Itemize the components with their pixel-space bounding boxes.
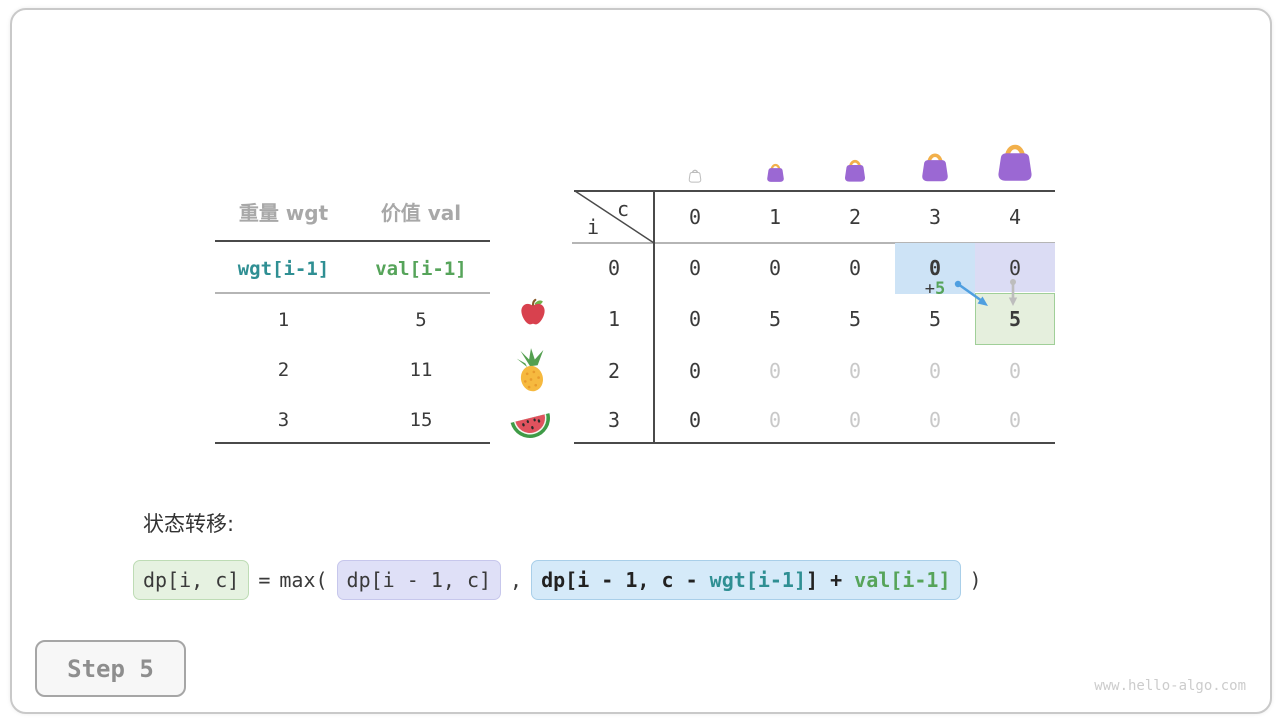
item-row-value: 11 [409,359,433,381]
dp-row-header: 3 [607,407,621,432]
dp-table-top-rule [574,190,1055,192]
item-row-value: 5 [415,309,427,331]
formula-arg2: dp[i - 1, c - wgt[i-1]] + val[i-1] [531,560,961,600]
dp-cell: 0 [688,307,702,331]
corner-col-var: c [616,197,630,221]
dp-cell: 0 [688,359,702,383]
item-table-header-value: 价值 val [380,200,462,225]
item-table-index-wgt: wgt[i-1] [237,258,330,280]
dp-cell-unfilled: 0 [928,359,942,383]
item-table-header-rule [215,240,490,242]
dp-cell-source: 0 [1008,256,1022,280]
item-table-mid-rule [215,292,490,294]
transition-annotation: +5 [912,279,958,299]
corner-diagonal-line [575,191,654,243]
formula-arg1: dp[i - 1, c] [336,560,502,600]
dp-col-header: 2 [848,204,862,229]
dp-col-header: 3 [928,204,942,229]
dp-cell-unfilled: 0 [768,359,782,383]
dp-row-header: 0 [607,256,621,280]
watermark: www.hello-algo.com [1094,678,1246,694]
dp-cell: 5 [768,307,782,331]
dp-cell-unfilled: 0 [1008,407,1022,432]
formula-max-open: max( [279,568,328,592]
bag-icon-3 [922,153,948,182]
dp-col-header: 1 [768,204,782,229]
dp-cell-target: 5 [1008,307,1022,331]
bag-icon-1 [767,163,784,182]
apple-icon [521,298,545,325]
dp-cell: 0 [768,256,782,280]
item-table-bottom-rule [215,442,490,444]
corner-row-var: i [586,215,600,239]
bag-icon-4 [998,144,1032,181]
formula-arg2-val: val[i-1] [854,568,951,592]
bag-icon-2 [845,159,865,182]
dp-cell-unfilled: 0 [928,407,942,432]
dp-table-vertical-rule [653,190,655,444]
formula-arg2-mid: ] + [806,568,855,592]
dp-cell: 5 [848,307,862,331]
bag-icon-0 [688,169,702,183]
formula-comma: , [510,568,523,592]
dp-cell-source: 0 [928,256,942,280]
formula-lhs: dp[i, c] [133,560,250,600]
transition-label: 状态转移: [143,512,235,536]
dp-col-header: 0 [688,204,702,229]
formula-equals: = [258,568,271,592]
dp-cell-unfilled: 0 [768,407,782,432]
dp-table-bottom-rule [574,442,1055,444]
dp-cell-unfilled: 0 [848,407,862,432]
item-row-weight: 3 [277,409,290,431]
item-table-index-val: val[i-1] [375,258,467,280]
dp-cell-unfilled: 0 [848,359,862,383]
formula-arg2-prefix: dp[i - 1, c - [541,568,710,592]
step-button[interactable]: Step 5 [35,640,186,697]
dp-col-header: 4 [1008,204,1022,229]
pineapple-icon [516,348,544,392]
dp-cell-unfilled: 0 [1008,359,1022,383]
item-row-value: 15 [409,409,433,431]
dp-table-header-rule [572,242,1055,244]
formula-arg2-wgt: wgt[i-1] [709,568,806,592]
dp-cell: 0 [688,256,702,280]
formula-close: ) [969,568,982,592]
dp-cell: 0 [848,256,862,280]
item-row-weight: 2 [277,359,290,381]
dp-cell: 5 [928,307,942,331]
gray-down-arrow-icon [1008,279,1018,306]
dp-cell: 0 [688,407,702,432]
item-row-weight: 1 [277,309,290,331]
dp-row-header: 1 [607,307,621,331]
dp-row-header: 2 [607,359,621,383]
watermelon-icon [510,413,550,438]
annotation-value: 5 [935,279,946,299]
blue-diagonal-arrow-icon [954,280,988,306]
item-table-header-weight: 重量 wgt [238,200,329,225]
transition-formula: dp[i, c] = max( dp[i - 1, c] , dp[i - 1,… [133,558,982,602]
annotation-plus: + [924,279,935,299]
